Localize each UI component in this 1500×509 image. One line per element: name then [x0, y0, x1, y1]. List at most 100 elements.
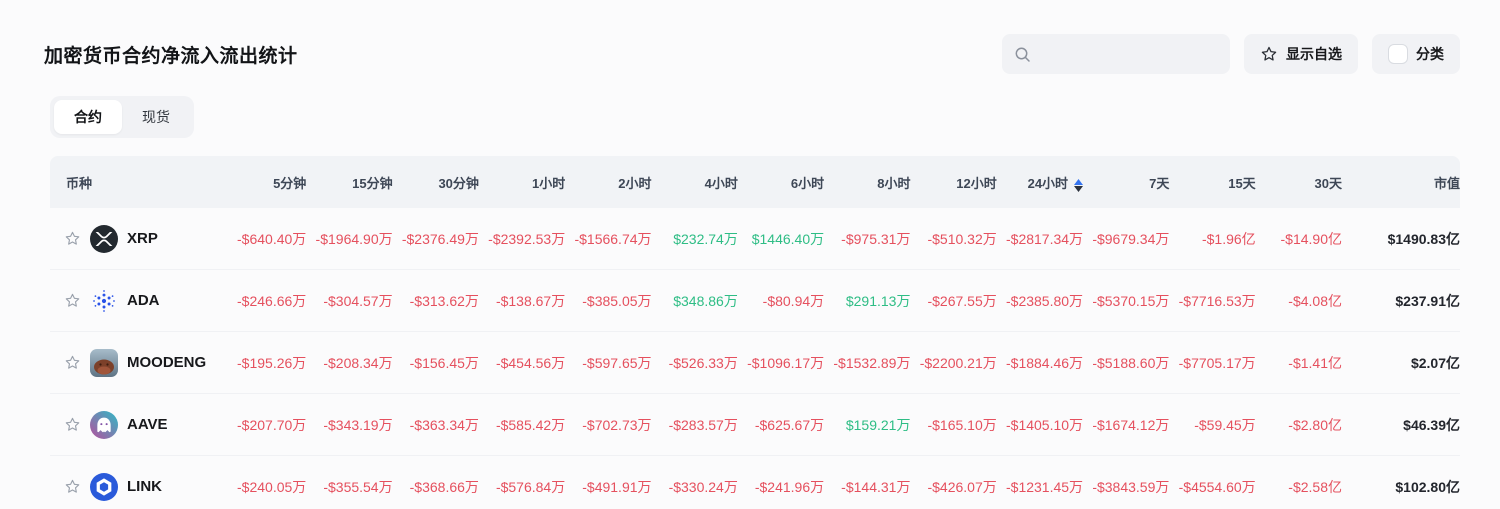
flow-value-cell: -$2385.80万: [1006, 292, 1084, 309]
column-header-币种[interactable]: 币种: [50, 173, 220, 192]
market-cap-cell: $1490.83亿: [1387, 230, 1460, 247]
column-header-30天[interactable]: 30天: [1256, 173, 1342, 192]
flow-value-cell: $348.86万: [673, 292, 738, 309]
flow-value-cell: -$241.96万: [754, 478, 825, 495]
coin-symbol: LINK: [127, 478, 162, 495]
coin-cell: XRP: [50, 224, 220, 253]
page-title: 加密货币合约净流入流出统计: [44, 45, 298, 67]
flow-value-cell: -$240.05万: [237, 478, 307, 495]
sort-icon: [1072, 173, 1084, 192]
column-header-label: 30分钟: [438, 175, 479, 191]
flow-value-cell: -$576.84万: [495, 478, 566, 495]
column-header-15天[interactable]: 15天: [1169, 173, 1255, 192]
coin-symbol: XRP: [127, 230, 158, 247]
flow-value-cell: -$454.56万: [495, 354, 566, 371]
column-header-4小时[interactable]: 4小时: [652, 173, 738, 192]
flow-value-cell: -$343.19万: [323, 416, 393, 433]
flow-value-cell: -$640.40万: [237, 230, 307, 247]
table-row-MOODENG[interactable]: MOODENG -$195.26万 -$208.34万 -$156.45万 -$454.…: [50, 332, 1460, 394]
table-row-ADA[interactable]: ADA -$246.66万 -$304.57万 -$313.62万 -$138.67万 -…: [50, 270, 1460, 332]
market-cap-cell: $46.39亿: [1403, 416, 1460, 433]
flow-value-cell: $232.74万: [673, 230, 738, 247]
table-row-XRP[interactable]: XRP -$640.40万 -$1964.90万 -$2376.49万 -$2392.5…: [50, 208, 1460, 270]
flow-value-cell: -$1532.89万: [833, 354, 911, 371]
table-row-LINK[interactable]: LINK -$240.05万 -$355.54万 -$368.66万 -$576.84万…: [50, 456, 1460, 509]
flow-value-cell: -$156.45万: [409, 354, 479, 371]
column-header-label: 15分钟: [352, 175, 393, 191]
column-header-30分钟[interactable]: 30分钟: [393, 173, 479, 192]
flow-value-cell: -$1884.46万: [1006, 354, 1084, 371]
flow-value-cell: -$585.42万: [495, 416, 566, 433]
flow-value-cell: -$597.65万: [582, 354, 652, 371]
flow-value-cell: -$5188.60万: [1092, 354, 1170, 371]
column-header-label: 8小时: [877, 175, 911, 191]
column-header-市值[interactable]: 市值: [1342, 173, 1460, 192]
flow-value-cell: -$304.57万: [323, 292, 393, 309]
flow-value-cell: $291.13万: [845, 292, 911, 309]
market-type-tabs: 合约 现货: [50, 96, 194, 138]
flow-value-cell: -$14.90亿: [1280, 230, 1342, 247]
top-bar: 加密货币合约净流入流出统计 显示自选: [44, 0, 1460, 74]
flow-value-cell: $1446.40万: [751, 230, 825, 247]
column-header-2小时[interactable]: 2小时: [565, 173, 651, 192]
flow-value-cell: -$2.80亿: [1288, 416, 1342, 433]
show-favorites-button[interactable]: 显示自选: [1244, 34, 1358, 74]
coin-symbol: AAVE: [127, 416, 168, 433]
flow-value-cell: -$1.41亿: [1288, 354, 1342, 371]
column-header-6小时[interactable]: 6小时: [738, 173, 824, 192]
column-header-label: 1小时: [531, 175, 566, 191]
flow-value-cell: -$3843.59万: [1092, 478, 1170, 495]
favorites-star-icon: [1260, 45, 1278, 63]
coin-symbol: MOODENG: [127, 354, 207, 371]
column-header-12小时[interactable]: 12小时: [910, 173, 996, 192]
flow-value-cell: -$2200.21万: [919, 354, 997, 371]
flow-value-cell: -$1964.90万: [315, 230, 393, 247]
flow-value-cell: -$59.45万: [1194, 416, 1256, 433]
flow-value-cell: -$426.07万: [927, 478, 997, 495]
show-favorites-label: 显示自选: [1286, 46, 1342, 62]
column-header-7天[interactable]: 7天: [1083, 173, 1169, 192]
category-checkbox[interactable]: [1388, 44, 1408, 64]
flow-value-cell: -$2376.49万: [401, 230, 479, 247]
column-header-label: 5分钟: [273, 175, 307, 191]
column-header-15分钟[interactable]: 15分钟: [306, 173, 392, 192]
column-header-5分钟[interactable]: 5分钟: [220, 173, 306, 192]
favorite-star-icon[interactable]: [64, 230, 81, 247]
search-input[interactable]: [1039, 46, 1218, 62]
aave-coin-icon: [90, 410, 118, 439]
search-box[interactable]: [1002, 34, 1230, 74]
coin-cell: ADA: [50, 287, 220, 315]
tab-spot[interactable]: 现货: [122, 100, 190, 134]
flow-value-cell: -$246.66万: [237, 292, 307, 309]
favorite-star-icon[interactable]: [64, 354, 81, 371]
tab-contracts[interactable]: 合约: [54, 100, 122, 134]
favorite-star-icon[interactable]: [64, 292, 81, 309]
table-header-row: 币种 5分钟 15分钟 30分钟 1小时 2小时 4小时 6小时 8小时 12小时 24小时 7天 15…: [50, 156, 1460, 208]
coin-cell: LINK: [50, 472, 220, 501]
flow-value-cell: -$1674.12万: [1092, 416, 1170, 433]
flow-value-cell: -$1.96亿: [1201, 230, 1256, 247]
column-header-1小时[interactable]: 1小时: [479, 173, 565, 192]
coin-symbol: ADA: [127, 292, 160, 309]
column-header-24小时[interactable]: 24小时: [997, 173, 1084, 192]
search-icon: [1014, 46, 1031, 63]
flow-value-cell: $159.21万: [845, 416, 911, 433]
column-header-8小时[interactable]: 8小时: [824, 173, 910, 192]
flow-value-cell: -$7705.17万: [1178, 354, 1256, 371]
favorite-star-icon[interactable]: [64, 478, 81, 495]
market-cap-cell: $2.07亿: [1410, 354, 1460, 371]
flow-value-cell: -$9679.34万: [1092, 230, 1170, 247]
column-header-label: 30天: [1314, 175, 1342, 191]
table-row-AAVE[interactable]: AAVE -$207.70万 -$343.19万 -$363.34万 -$585.42万…: [50, 394, 1460, 456]
flow-table: 币种 5分钟 15分钟 30分钟 1小时 2小时 4小时 6小时 8小时 12小时 24小时 7天 15…: [50, 156, 1460, 509]
flow-value-cell: -$138.67万: [495, 292, 566, 309]
ada-coin-icon: [90, 287, 118, 315]
flow-value-cell: -$144.31万: [841, 478, 911, 495]
flow-value-cell: -$702.73万: [582, 416, 652, 433]
coin-cell: AAVE: [50, 410, 220, 439]
flow-value-cell: -$355.54万: [323, 478, 393, 495]
flow-value-cell: -$1566.74万: [574, 230, 652, 247]
flow-value-cell: -$2817.34万: [1006, 230, 1084, 247]
favorite-star-icon[interactable]: [64, 416, 81, 433]
category-button[interactable]: 分类: [1372, 34, 1460, 74]
